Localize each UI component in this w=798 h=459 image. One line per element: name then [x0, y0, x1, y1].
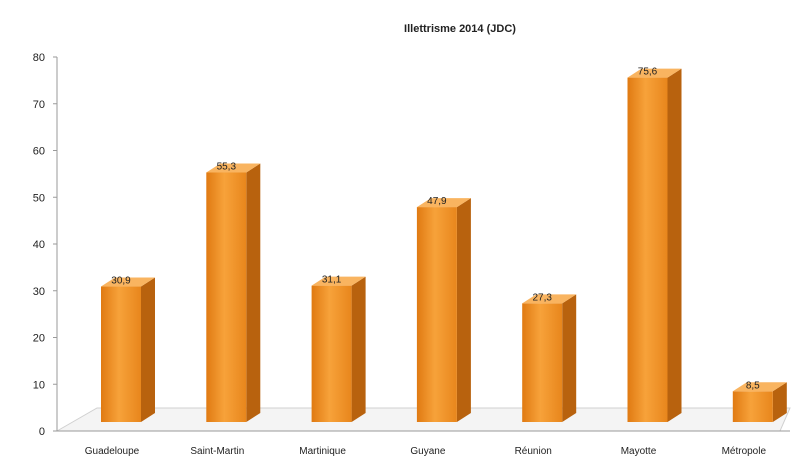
- x-axis-labels: Guadeloupe Saint-Martin Martinique Guyane Ré…: [85, 446, 767, 457]
- y-tick-label: 70: [33, 99, 45, 111]
- bar-front: [733, 391, 773, 422]
- bar-front: [522, 303, 562, 422]
- bar-side: [141, 278, 155, 422]
- x-tick-label: Martinique: [299, 446, 346, 457]
- bar: [733, 382, 787, 422]
- bar: [312, 277, 366, 422]
- bar-side: [668, 69, 682, 422]
- bar-front: [417, 207, 457, 422]
- bar: [628, 69, 682, 422]
- data-label: 47,9: [427, 196, 447, 207]
- y-tick-label: 80: [33, 52, 45, 64]
- x-tick-label: Métropole: [722, 446, 767, 457]
- data-label: 27,3: [532, 292, 552, 303]
- x-tick-label: Réunion: [515, 446, 552, 457]
- bar-front: [101, 287, 141, 422]
- bar-side: [352, 277, 366, 422]
- bar: [522, 294, 576, 422]
- y-tick-label: 40: [33, 239, 45, 251]
- chart-title: Illettrisme 2014 (JDC): [404, 23, 516, 35]
- bar-front: [312, 286, 352, 422]
- bar-side: [562, 294, 576, 422]
- bar: [206, 163, 260, 422]
- bar-side: [246, 163, 260, 422]
- bar-front: [206, 172, 246, 422]
- bar: [101, 278, 155, 422]
- bar: [417, 198, 471, 422]
- x-tick-label: Guyane: [410, 446, 445, 457]
- x-tick-label: Guadeloupe: [85, 446, 140, 457]
- y-tick-label: 20: [33, 333, 45, 345]
- data-label: 8,5: [746, 380, 760, 391]
- y-tick-label: 60: [33, 146, 45, 158]
- data-label: 30,9: [111, 276, 131, 287]
- bar-front: [628, 78, 668, 422]
- data-label: 75,6: [638, 67, 658, 78]
- x-tick-label: Saint-Martin: [190, 446, 244, 457]
- y-tick-label: 50: [33, 192, 45, 204]
- bars: [101, 69, 787, 422]
- y-tick-label: 10: [33, 379, 45, 391]
- y-tick-label: 0: [39, 426, 45, 438]
- bar-side: [457, 198, 471, 422]
- y-tick-label: 30: [33, 286, 45, 298]
- x-tick-label: Mayotte: [621, 446, 657, 457]
- data-label: 55,3: [217, 161, 237, 172]
- data-label: 31,1: [322, 275, 342, 286]
